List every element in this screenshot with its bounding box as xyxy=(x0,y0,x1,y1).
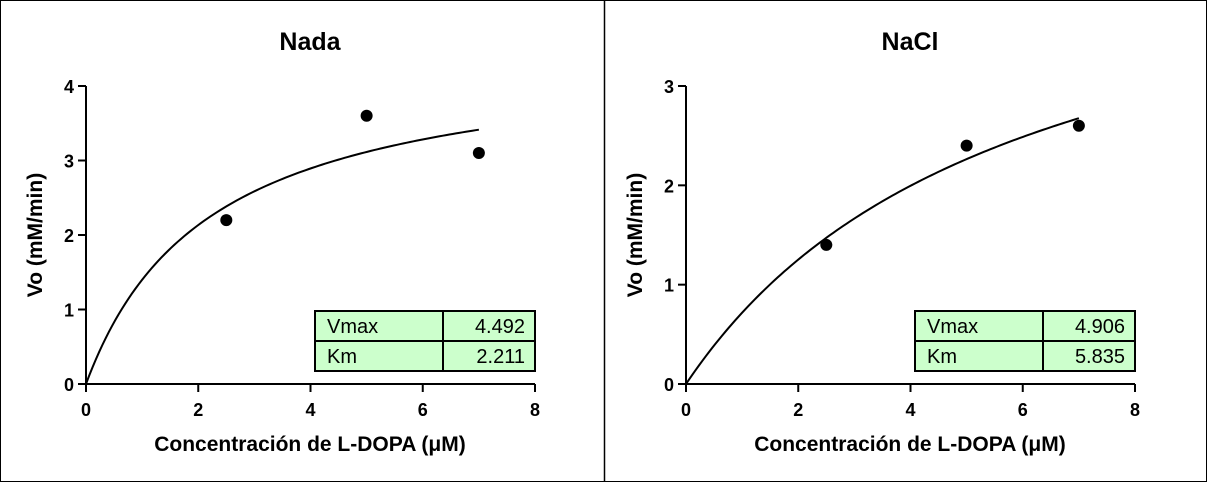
data-point xyxy=(360,109,373,122)
data-point xyxy=(820,238,833,251)
table-row-label: Vmax xyxy=(927,316,978,338)
table-row-label: Km xyxy=(327,346,357,368)
chart-panel-1: Nada 0 2 4 6 8 0 1 2 3 4 Concentración de L-DOPA (μ… xyxy=(24,28,540,456)
x-tick-label: 0 xyxy=(81,400,91,420)
table-row-value: 5.835 xyxy=(1075,346,1125,368)
x-tick-label: 4 xyxy=(905,400,915,420)
table-row-value: 4.906 xyxy=(1075,316,1125,338)
fit-curve xyxy=(85,128,480,385)
x-tick-label: 8 xyxy=(530,400,540,420)
chart-panel-2: NaCl 0 2 4 6 8 0 1 2 3 Concentración de L-DOPA (μM… xyxy=(624,28,1140,456)
x-axis-label: Concentración de L-DOPA (μM) xyxy=(754,433,1066,456)
y-tick-label: 2 xyxy=(64,226,74,246)
y-tick-label: 1 xyxy=(664,276,674,296)
x-axis-label: Concentración de L-DOPA (μM) xyxy=(154,433,466,456)
y-axis-label: Vo (mM/min) xyxy=(24,173,47,297)
x-tick-label: 6 xyxy=(1018,400,1028,420)
x-tick-label: 4 xyxy=(305,400,315,420)
x-tick-label: 2 xyxy=(793,400,803,420)
x-tick-label: 8 xyxy=(1130,400,1140,420)
data-point xyxy=(1072,119,1085,132)
chart-title: NaCl xyxy=(882,28,939,56)
y-tick-label: 0 xyxy=(664,375,674,395)
data-point xyxy=(472,147,485,160)
x-tick-label: 2 xyxy=(193,400,203,420)
y-tick-label: 1 xyxy=(64,301,74,321)
x-tick-label: 6 xyxy=(418,400,428,420)
y-tick-label: 3 xyxy=(664,77,674,97)
y-axis-label: Vo (mM/min) xyxy=(624,173,647,297)
parameter-table: Vmax 4.906 Km 5.835 xyxy=(914,310,1136,372)
y-tick-label: 0 xyxy=(64,375,74,395)
table-row-label: Km xyxy=(927,346,957,368)
chart-title: Nada xyxy=(279,28,341,56)
y-tick-label: 4 xyxy=(64,77,74,97)
x-tick-label: 0 xyxy=(681,400,691,420)
y-tick-label: 3 xyxy=(64,152,74,172)
data-point xyxy=(220,214,233,227)
y-tick-label: 2 xyxy=(664,176,674,196)
table-row-label: Vmax xyxy=(327,316,378,338)
table-row-value: 4.492 xyxy=(475,316,525,338)
fit-curve xyxy=(685,117,1080,385)
parameter-table: Vmax 4.492 Km 2.211 xyxy=(314,310,536,372)
data-point xyxy=(960,139,973,152)
table-row-value: 2.211 xyxy=(476,346,525,368)
